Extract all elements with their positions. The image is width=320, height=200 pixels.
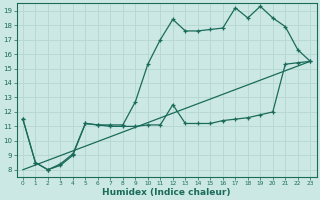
X-axis label: Humidex (Indice chaleur): Humidex (Indice chaleur) <box>102 188 231 197</box>
